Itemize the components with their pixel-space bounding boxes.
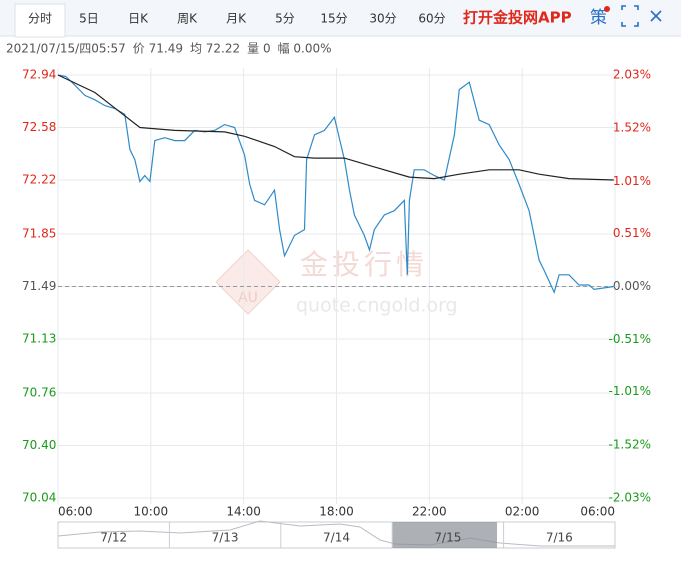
y-tick-label: 71.85 (22, 226, 56, 240)
y2-tick-label: 2.03% (613, 68, 651, 82)
y2-tick-label: 0.51% (613, 226, 651, 240)
tab[interactable]: 周K (177, 12, 198, 26)
y2-tick-label: -0.51% (609, 332, 651, 346)
x-tick-label: 14:00 (226, 505, 261, 519)
x-tick-label: 06:00 (58, 505, 93, 519)
info-item: 量 0 (247, 42, 270, 56)
watermark-name: 金投行情 (300, 248, 428, 281)
y-tick-label: 71.49 (22, 279, 56, 293)
series-line (57, 74, 614, 295)
info-item: 价 71.49 (133, 42, 183, 56)
fullscreen-button[interactable] (621, 5, 639, 27)
info-item: 均 72.22 (190, 42, 240, 56)
info-line: 2021/07/15/四05:57 价 71.49 均 72.22 量 0 幅 0.00… (6, 41, 332, 56)
watermark: AU 金投行情 quote.cngold.org (215, 248, 458, 317)
tab[interactable]: 分时 (28, 12, 52, 26)
tab-active (14, 3, 66, 38)
tab[interactable]: 15分 (320, 12, 347, 26)
y2-tick-label: 0.00% (613, 279, 651, 293)
x-tick-label: 22:00 (412, 505, 447, 519)
navigator-date: 7/14 (323, 531, 350, 545)
y-tick-label: 72.94 (22, 68, 56, 82)
y2-tick-label: -1.52% (609, 437, 651, 451)
navigator-date: 7/15 (434, 531, 461, 545)
navigator-date: 7/16 (546, 531, 573, 545)
tab[interactable]: 60分 (418, 12, 445, 26)
tab[interactable]: 月K (226, 12, 247, 26)
navigator-selection[interactable] (392, 522, 497, 548)
tab[interactable]: 30分 (369, 12, 396, 26)
toolbar (0, 0, 681, 36)
navigator (57, 521, 616, 549)
watermark-url: quote.cngold.org (296, 295, 458, 317)
app-link[interactable]: 打开金投网APP (463, 9, 572, 27)
navigator-dates: 7/12 7/13 7/14 7/15 7/16 (100, 522, 573, 548)
badge (604, 6, 610, 12)
close-button[interactable] (650, 10, 662, 22)
y-tick-label: 70.76 (22, 385, 56, 399)
x-tick-label: 02:00 (505, 505, 540, 519)
y2-tick-label: -1.01% (609, 384, 651, 398)
x-tick-label: 10:00 (134, 505, 169, 519)
x-tick-label: 06:00 (580, 505, 615, 519)
y-tick-label: 70.04 (22, 491, 56, 505)
y-tick-label: 70.40 (22, 438, 56, 452)
navigator-date: 7/13 (212, 531, 239, 545)
watermark-logo (215, 249, 281, 315)
y-tick-label: 72.22 (22, 173, 56, 187)
info-item: 幅 0.00% (278, 41, 332, 56)
tab[interactable]: 5日 (79, 12, 99, 26)
x-tick-label: 18:00 (319, 505, 354, 519)
y2-tick-label: 1.01% (613, 174, 651, 188)
y2-tick-label: -2.03% (609, 491, 651, 505)
y2-tick-label: 1.52% (613, 121, 651, 135)
y-tick-label: 72.58 (22, 120, 56, 134)
tab[interactable]: 5分 (275, 12, 295, 26)
series-line (57, 74, 614, 181)
navigator-date: 7/12 (100, 531, 127, 545)
y-tick-label: 71.13 (22, 332, 56, 346)
plot: 06:00 10:00 14:00 18:00 22:00 02:00 06:0070.04… (22, 68, 651, 519)
info-item: 2021/07/15/四05:57 (6, 42, 126, 56)
strategy-button[interactable]: 策 (590, 8, 607, 28)
tab[interactable]: 日K (128, 12, 149, 26)
watermark-logo-text: AU (238, 290, 258, 306)
